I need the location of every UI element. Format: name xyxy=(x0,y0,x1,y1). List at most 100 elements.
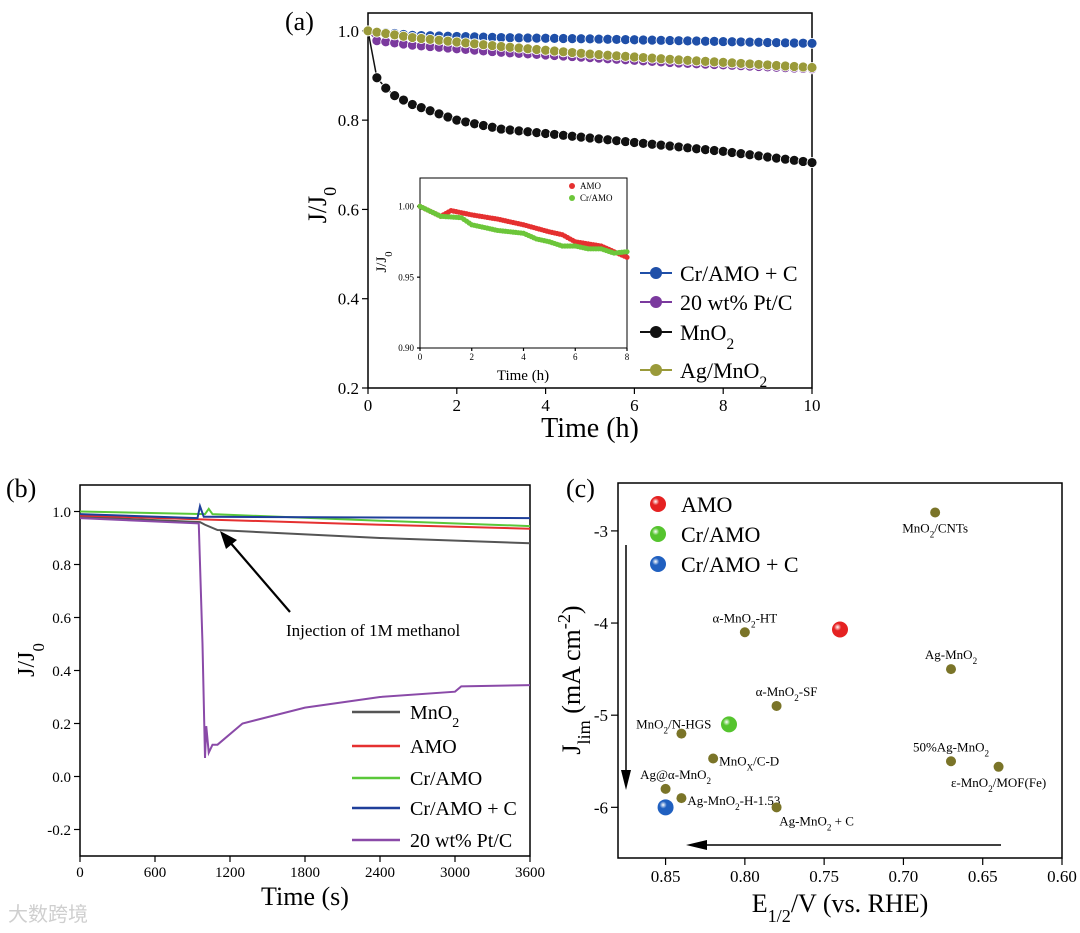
point-label: MnOX/C-D xyxy=(719,753,779,772)
data-point xyxy=(779,60,791,72)
data-point xyxy=(806,37,818,49)
data-point xyxy=(682,54,694,66)
point-label: Ag-MnO2-H-1.53 xyxy=(687,793,780,812)
literature-point xyxy=(946,664,956,675)
x-tick-label: 4 xyxy=(541,396,550,415)
x-tick-label: 6 xyxy=(630,396,639,415)
data-point xyxy=(691,55,702,67)
data-point xyxy=(531,127,543,139)
literature-point xyxy=(930,507,941,518)
data-point xyxy=(806,62,818,73)
data-point xyxy=(655,53,667,65)
data-point xyxy=(549,129,560,140)
x-tick-label: 0.85 xyxy=(651,867,681,886)
y-tick-label: 1.0 xyxy=(338,22,359,41)
legend-label: Cr/AMO + C xyxy=(680,261,798,286)
literature-point xyxy=(771,802,782,813)
literature-point xyxy=(660,783,671,794)
point-label: Ag@α-MnO2 xyxy=(640,767,711,786)
data-point xyxy=(771,152,782,164)
literature-point xyxy=(946,756,956,767)
x-tick-label: 0.70 xyxy=(889,867,919,886)
annotation-text: Injection of 1M methanol xyxy=(286,621,460,640)
data-point xyxy=(389,29,401,41)
y-tick-label: -5 xyxy=(594,706,608,725)
arrow-head xyxy=(220,531,237,549)
point-label: Ag-MnO2 + C xyxy=(779,813,854,832)
y-axis-label: J/J0 xyxy=(14,643,48,677)
data-point xyxy=(806,157,818,168)
series-line xyxy=(79,517,531,758)
data-point xyxy=(513,125,525,137)
data-point xyxy=(602,49,614,61)
data-point xyxy=(549,45,560,57)
inset-legend-marker xyxy=(569,183,575,189)
plot-frame xyxy=(367,12,813,389)
legend-label: AMO xyxy=(681,492,732,517)
x-tick-label: 8 xyxy=(625,352,630,362)
x-tick-label: 10 xyxy=(804,396,821,415)
data-point xyxy=(389,90,401,101)
data-point xyxy=(557,46,569,58)
data-point xyxy=(415,33,427,44)
x-tick-label: 0.80 xyxy=(730,867,760,886)
data-point xyxy=(575,131,587,143)
data-point xyxy=(700,55,711,67)
y-tick-label: 0.8 xyxy=(52,558,71,574)
data-point xyxy=(495,41,507,52)
y-tick-label: 0.90 xyxy=(398,343,414,353)
data-point xyxy=(726,147,738,158)
inset-bg xyxy=(420,178,627,348)
data-point xyxy=(566,47,578,58)
x-tick-label: 0.75 xyxy=(809,867,839,886)
data-point xyxy=(460,116,472,128)
arrow-head xyxy=(621,770,631,790)
data-point xyxy=(726,57,738,69)
data-point xyxy=(593,133,605,145)
data-point xyxy=(380,82,392,94)
inset-data-point xyxy=(624,254,630,260)
plot-frame xyxy=(617,482,1063,859)
legend-label: 20 wt% Pt/C xyxy=(680,290,792,315)
highlight-point xyxy=(657,799,674,816)
data-point xyxy=(442,35,454,47)
x-tick-label: 3600 xyxy=(515,865,545,881)
x-tick-label: 1800 xyxy=(290,865,320,881)
panel-label: (a) xyxy=(285,7,314,36)
data-point xyxy=(495,123,507,135)
data-point xyxy=(451,114,463,126)
data-point xyxy=(398,94,409,106)
data-point xyxy=(460,37,472,49)
point-label: Ag-MnO2 xyxy=(925,647,978,666)
x-tick-label: 0 xyxy=(364,396,373,415)
legend-label: AMO xyxy=(410,736,457,758)
legend-label: 20 wt% Pt/C xyxy=(410,830,512,852)
series-line xyxy=(79,502,531,520)
data-point xyxy=(717,57,729,68)
data-point xyxy=(620,136,631,147)
series-line xyxy=(79,514,531,530)
x-tick-label: 0.60 xyxy=(1047,867,1077,886)
literature-point xyxy=(676,728,687,739)
data-point xyxy=(424,33,436,45)
data-point xyxy=(451,36,463,48)
data-point xyxy=(469,38,480,50)
y-tick-label: 0.4 xyxy=(52,664,71,680)
data-point xyxy=(540,128,551,139)
data-point xyxy=(629,51,640,63)
data-point xyxy=(513,42,525,54)
data-point xyxy=(362,25,374,37)
data-point xyxy=(406,32,418,43)
x-tick-label: 3000 xyxy=(440,865,470,881)
panel-b: (b) 0 600 1200 1800 2400 3000 3600 -0.2 0.0 0.2 0.4… xyxy=(6,474,545,911)
x-tick-label: 2400 xyxy=(365,865,395,881)
y-tick-label: 0.6 xyxy=(338,200,359,219)
data-point xyxy=(478,39,489,51)
legend-label: Ag/MnO2 xyxy=(680,358,767,391)
data-point xyxy=(673,54,685,66)
legend-label: MnO2 xyxy=(680,320,734,353)
point-label: α-MnO2-HT xyxy=(712,610,777,629)
legend-marker xyxy=(650,267,662,279)
data-point xyxy=(771,60,782,71)
